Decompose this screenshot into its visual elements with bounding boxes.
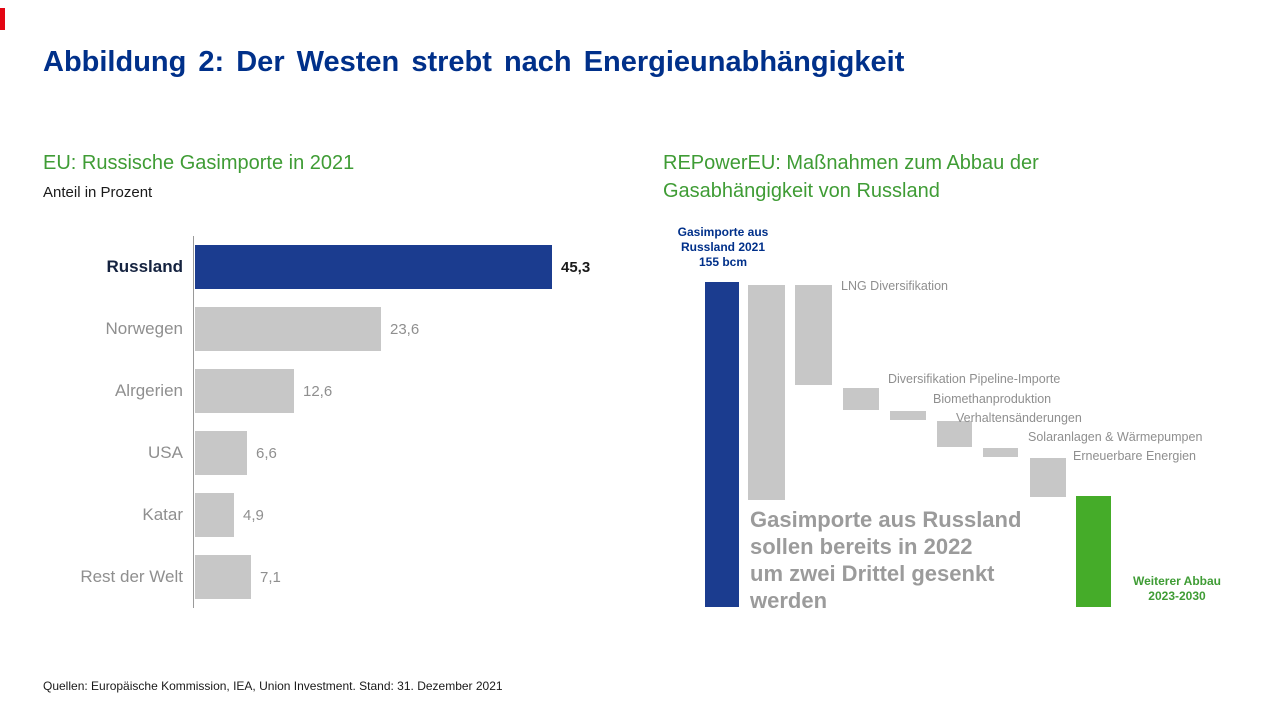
- value-bar: [195, 431, 247, 475]
- sources-note: Quellen: Europäische Kommission, IEA, Un…: [43, 679, 503, 693]
- gas-imports-bar-chart: Russland 45,3 Norwegen 23,6 Alrgerien 12,6 USA…: [43, 236, 663, 608]
- bar-row-alrgerien: Alrgerien 12,6: [43, 360, 663, 422]
- value-label: 45,3: [561, 258, 591, 276]
- category-label: Katar: [142, 505, 183, 524]
- waterfall-step-label: Erneuerbare Energien: [1073, 449, 1196, 463]
- value-bar: [195, 307, 381, 351]
- right-chart-title: REPowerEU: Maßnahmen zum Abbau der Gasab…: [663, 152, 1039, 202]
- y-axis-line: [193, 236, 194, 608]
- waterfall-bar-solar-waermepumpen: [983, 448, 1018, 457]
- waterfall-bar-gesamt-2021: [705, 282, 739, 607]
- bar-row-norwegen: Norwegen 23,6: [43, 298, 663, 360]
- left-chart-subtitle: Anteil in Prozent: [43, 184, 153, 201]
- further-reduction-label: Weiterer Abbau 2023-2030: [1132, 574, 1222, 603]
- waterfall-bar-erneuerbare: [1030, 458, 1066, 497]
- bar-row-usa: USA 6,6: [43, 422, 663, 484]
- reduction-target-note: Gasimporte aus Russland sollen bereits i…: [750, 507, 1022, 613]
- value-bar: [195, 369, 294, 413]
- left-chart-title: EU: Russische Gasimporte in 2021: [43, 152, 355, 174]
- value-label: 12,6: [303, 382, 333, 400]
- waterfall-bar-lng: [795, 285, 832, 385]
- page-title: Abbildung 2: Der Westen strebt nach Ener…: [43, 46, 905, 78]
- value-bar: [195, 555, 251, 599]
- waterfall-bar-reduktion-2022: [748, 285, 785, 500]
- waterfall-bar-pipeline: [843, 388, 879, 410]
- right-chart-panel: REPowerEU: Maßnahmen zum Abbau der Gasab…: [663, 149, 1138, 205]
- waterfall-bar-verhalten: [937, 421, 972, 447]
- waterfall-step-label: Biomethanproduktion: [933, 392, 1052, 406]
- waterfall-step-label: Solaranlagen & Wärmepumpen: [1028, 430, 1203, 444]
- category-label: Rest der Welt: [80, 567, 183, 586]
- left-chart-panel: EU: Russische Gasimporte in 2021 Anteil …: [43, 149, 603, 201]
- brand-accent-mark: [0, 8, 5, 30]
- category-label: Alrgerien: [114, 381, 183, 400]
- waterfall-step-label: Verhaltensänderungen: [956, 411, 1082, 425]
- value-label: 4,9: [243, 506, 264, 524]
- value-label: 7,1: [260, 568, 281, 586]
- category-label: Russland: [106, 257, 183, 276]
- repowereu-waterfall-chart: Gasimporte aus Russland 2021 155 bcm Gas…: [660, 225, 1260, 620]
- total-imports-label: Gasimporte aus Russland 2021 155 bcm: [677, 225, 769, 269]
- category-label: Norwegen: [105, 319, 184, 338]
- bar-row-russland: Russland 45,3: [43, 236, 663, 298]
- waterfall-bar-biomethan: [890, 411, 926, 420]
- waterfall-step-label: Diversifikation Pipeline-Importe: [888, 372, 1061, 386]
- category-label: USA: [148, 443, 183, 462]
- value-label: 23,6: [390, 320, 420, 338]
- bar-row-katar: Katar 4,9: [43, 484, 663, 546]
- value-label: 6,6: [256, 444, 277, 462]
- value-bar: [195, 493, 234, 537]
- waterfall-bar-weiterer-abbau: [1076, 496, 1111, 607]
- bar-row-rest-der-welt: Rest der Welt 7,1: [43, 546, 663, 608]
- waterfall-step-label: LNG Diversifikation: [841, 279, 948, 293]
- value-bar: [195, 245, 552, 289]
